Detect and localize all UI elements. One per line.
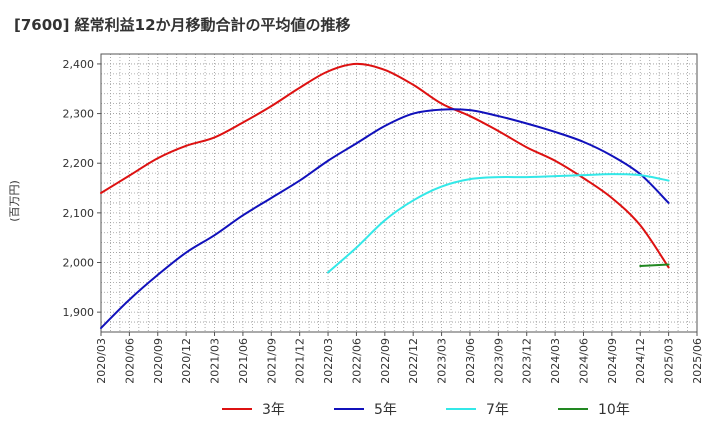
x-tick-label: 2022/06 bbox=[350, 338, 363, 384]
x-tick-label: 2023/03 bbox=[436, 338, 449, 384]
x-tick-label: 2024/09 bbox=[606, 338, 619, 384]
x-tick-label: 2021/06 bbox=[237, 338, 250, 384]
y-tick-label: 2,200 bbox=[63, 157, 95, 170]
series-line-4 bbox=[639, 263, 670, 267]
grid bbox=[101, 54, 697, 332]
y-axis-label: (百万円) bbox=[8, 180, 21, 222]
legend-label-3: 7年 bbox=[486, 402, 509, 418]
x-tick-label: 2024/06 bbox=[577, 338, 590, 384]
y-tick-label: 2,000 bbox=[63, 257, 95, 270]
series-line-2 bbox=[100, 108, 670, 330]
y-tick-label: 1,900 bbox=[63, 306, 95, 319]
x-tick-label: 2020/06 bbox=[123, 338, 136, 384]
x-tick-label: 2024/12 bbox=[634, 338, 647, 384]
series-lines bbox=[100, 62, 670, 330]
axes: 1,900 2,000 2,100 2,200 2,300 2,400 2020/03 202… bbox=[63, 53, 704, 384]
legend-label-1: 3年 bbox=[262, 402, 285, 418]
x-tick-label: 2022/03 bbox=[322, 338, 335, 384]
x-tick-label: 2025/06 bbox=[691, 338, 704, 384]
y-tick-label: 2,300 bbox=[63, 108, 95, 121]
chart-title: [7600] 経常利益12か月移動合計の平均値の推移 bbox=[14, 16, 351, 34]
x-tick-label: 2023/09 bbox=[492, 338, 505, 384]
legend: 3年 5年 7年 10年 bbox=[222, 402, 630, 418]
x-tick-label: 2020/03 bbox=[95, 338, 108, 384]
x-tick-label: 2020/12 bbox=[180, 338, 193, 384]
series-line-3 bbox=[327, 173, 670, 274]
x-tick-label: 2023/12 bbox=[521, 338, 534, 384]
x-tick-label: 2021/09 bbox=[265, 338, 278, 384]
y-tick-label: 2,400 bbox=[63, 58, 95, 71]
x-tick-label: 2024/03 bbox=[549, 338, 562, 384]
legend-label-2: 5年 bbox=[374, 402, 397, 418]
y-tick-label: 2,100 bbox=[63, 207, 95, 220]
x-tick-label: 2021/12 bbox=[294, 338, 307, 384]
x-tick-label: 2025/03 bbox=[663, 338, 676, 384]
x-tick-label: 2021/03 bbox=[209, 338, 222, 384]
x-tick-label: 2023/06 bbox=[464, 338, 477, 384]
x-tick-label: 2022/12 bbox=[407, 338, 420, 384]
legend-label-4: 10年 bbox=[598, 402, 630, 418]
x-tick-label: 2020/09 bbox=[152, 338, 165, 384]
x-tick-label: 2022/09 bbox=[379, 338, 392, 384]
series-line-1 bbox=[100, 62, 670, 269]
